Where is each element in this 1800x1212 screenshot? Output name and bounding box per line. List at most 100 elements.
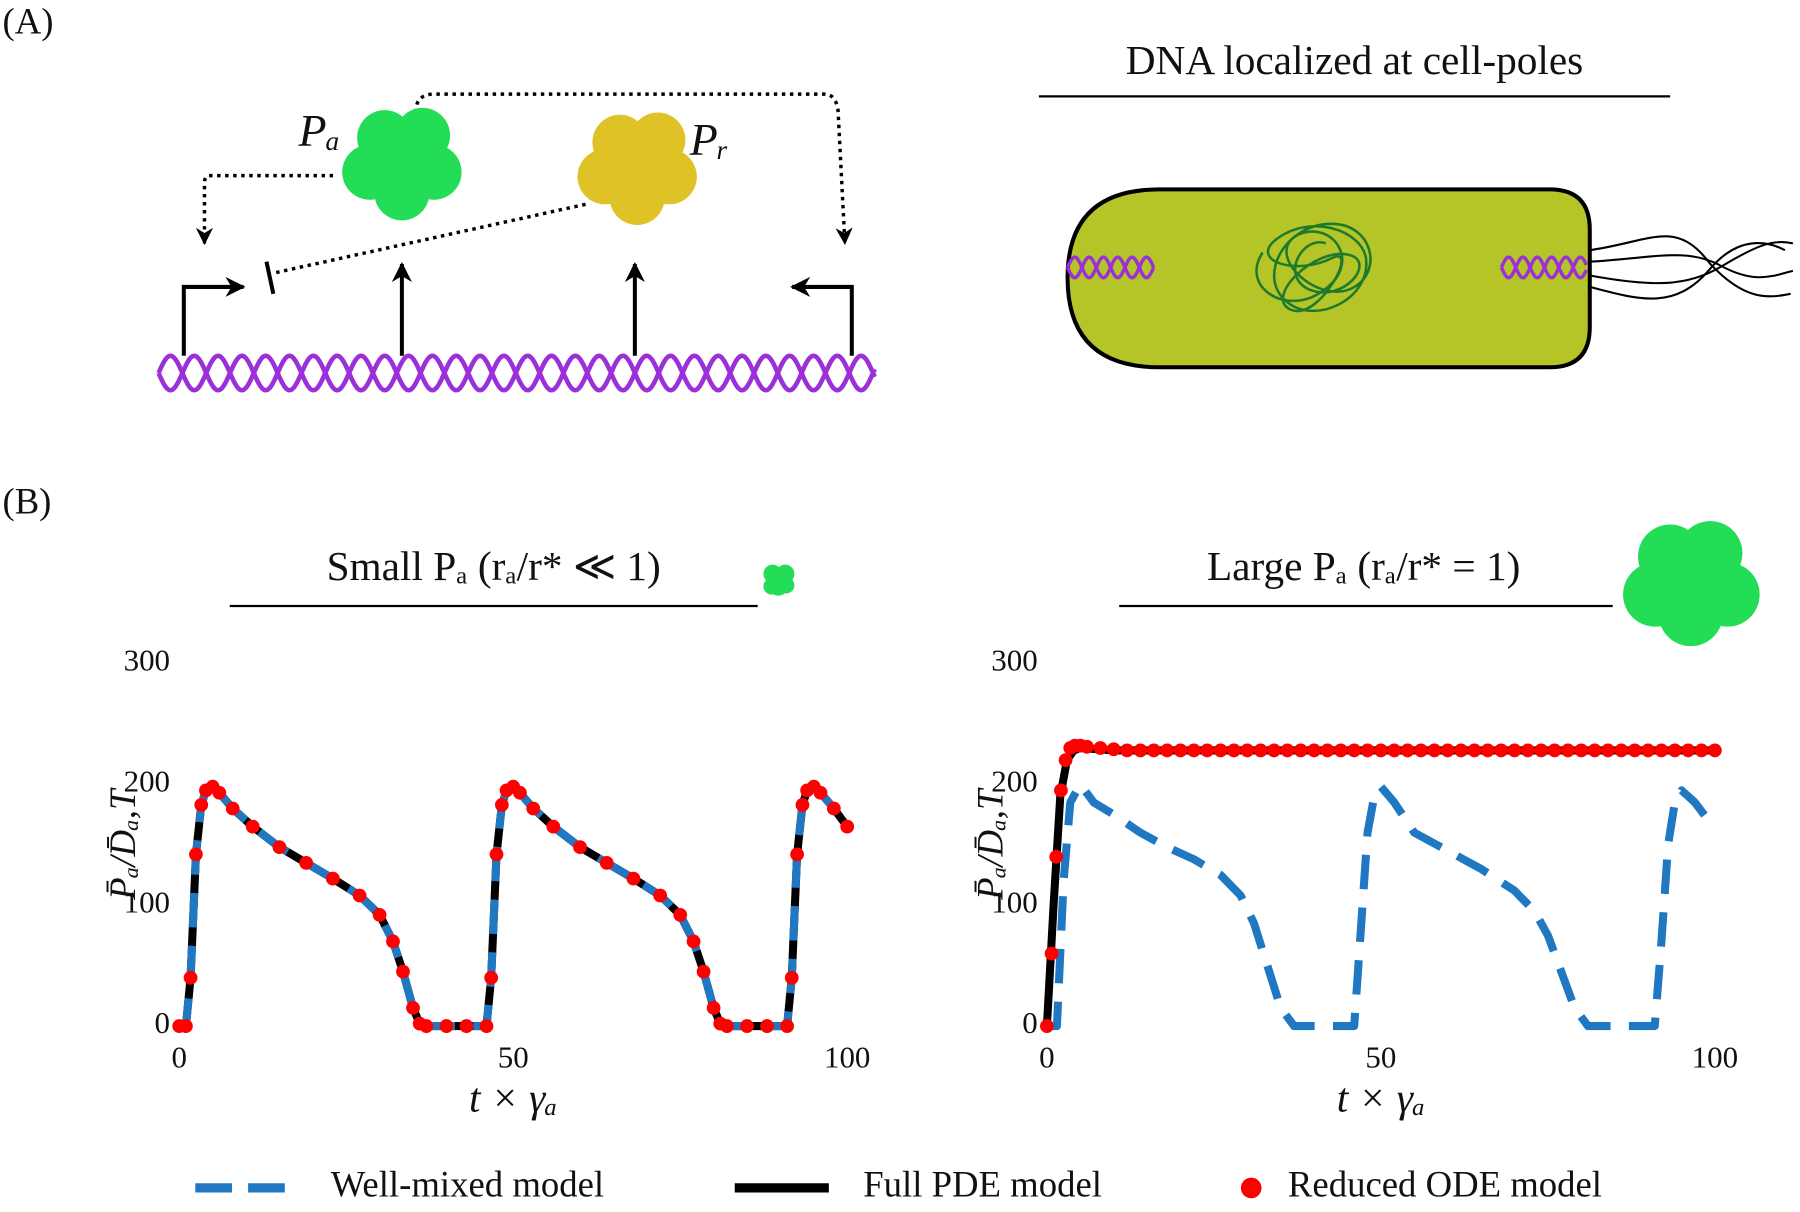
- data-point: [1333, 743, 1348, 758]
- data-point: [325, 871, 340, 886]
- y-tick-label: 200: [991, 763, 1037, 798]
- data-point: [1587, 743, 1602, 758]
- data-point: [1387, 743, 1402, 758]
- legend: Well-mixed model Full PDE model Reduced OD…: [195, 1163, 1602, 1204]
- data-point: [740, 1019, 754, 1033]
- y-axis-label: P̄ₐ/D̄ₐ,T: [970, 787, 1011, 901]
- data-point: [1200, 743, 1215, 758]
- data-point: [1320, 743, 1335, 758]
- data-point: [1427, 743, 1442, 758]
- data-point: [1507, 743, 1522, 758]
- data-point: [1561, 743, 1575, 758]
- data-point: [1467, 743, 1482, 758]
- data-point: [546, 819, 561, 834]
- data-point: [1534, 743, 1549, 758]
- data-point: [1133, 743, 1148, 758]
- y-tick-label: 100: [124, 884, 170, 919]
- data-point: [1093, 741, 1108, 755]
- panel-label: (A): [2, 1, 53, 42]
- activation-arrow: [413, 92, 853, 246]
- y-tick-label: 0: [1022, 1005, 1037, 1040]
- data-point: [720, 1019, 734, 1033]
- data-point: [1186, 743, 1201, 758]
- x-tick-label: 0: [171, 1040, 186, 1075]
- data-point: [1440, 743, 1455, 758]
- data-point: [386, 934, 400, 949]
- line-chart: Large Pₐ (rₐ/r* = 1) 0 100 200 300 0 50 100 t × …: [970, 543, 1739, 1120]
- data-point: [189, 847, 203, 862]
- data-point: [1641, 743, 1655, 758]
- large-protein: [1623, 521, 1760, 647]
- data-point: [1414, 743, 1428, 758]
- data-point: [1267, 743, 1281, 758]
- nucleoid: [1255, 222, 1372, 313]
- data-point: [372, 907, 387, 922]
- dna-helix: [156, 353, 877, 393]
- y-tick-label: 0: [155, 1005, 170, 1040]
- promoter-arrows: [181, 261, 854, 356]
- data-point: [1227, 743, 1241, 758]
- y-tick-label: 300: [991, 642, 1037, 677]
- activator-label: Pₐ: [298, 105, 340, 156]
- data-point: [1049, 849, 1064, 864]
- data-point: [484, 970, 499, 985]
- series-line: [179, 782, 851, 1031]
- data-point: [795, 797, 810, 812]
- data-point: [212, 785, 227, 800]
- data-point: [1494, 743, 1509, 758]
- data-point: [1601, 743, 1615, 758]
- data-point: [653, 888, 668, 903]
- chart-title: Large Pₐ (rₐ/r* = 1): [1207, 543, 1520, 590]
- activator-protein: [342, 107, 462, 221]
- helix-strand: [1065, 255, 1156, 280]
- data-point: [245, 819, 260, 834]
- data-point: [1614, 743, 1629, 758]
- line-chart: Small Pₐ (rₐ/r* ≪ 1) 0 100 200 300 0 50 100 t × …: [102, 543, 871, 1120]
- data-point: [1307, 743, 1321, 758]
- legend-swatch: [1240, 1177, 1262, 1199]
- promoter-arrow: [790, 276, 854, 356]
- data-point: [459, 1019, 474, 1033]
- data-point: [706, 1001, 721, 1015]
- regulation: [195, 92, 853, 275]
- chart-title: Small Pₐ (rₐ/r* ≪ 1): [327, 543, 661, 590]
- data-point: [696, 964, 711, 979]
- data-point: [406, 1001, 420, 1015]
- legend-label: Full PDE model: [863, 1163, 1102, 1204]
- data-point: [1694, 743, 1709, 758]
- helix-strand: [156, 353, 877, 393]
- data-point: [1044, 946, 1059, 961]
- x-tick-label: 100: [824, 1040, 870, 1075]
- data-point: [272, 840, 287, 855]
- data-point: [513, 785, 527, 800]
- data-point: [1253, 743, 1268, 758]
- data-point: [686, 934, 701, 949]
- repressor-protein: [577, 112, 697, 225]
- cell: [1065, 187, 1592, 370]
- data-point: [489, 847, 504, 862]
- data-point: [439, 1019, 454, 1033]
- data-point: [1160, 743, 1175, 758]
- data-point: [1120, 743, 1134, 758]
- data-point: [1667, 743, 1682, 758]
- activation-arrow: [195, 173, 334, 246]
- legend-label: Well-mixed model: [331, 1163, 604, 1204]
- pole-dna: [1065, 255, 1588, 280]
- data-point: [194, 797, 209, 812]
- data-point: [1360, 743, 1375, 758]
- y-tick-label: 100: [991, 884, 1037, 919]
- x-tick-label: 50: [498, 1040, 529, 1075]
- charts: Small Pₐ (rₐ/r* ≪ 1) 0 100 200 300 0 50 100 t × …: [102, 543, 1738, 1204]
- data-point: [1654, 743, 1669, 758]
- data-point: [1627, 743, 1642, 758]
- data-point: [419, 1019, 434, 1033]
- promoter-arrow: [181, 276, 246, 356]
- data-point: [1400, 743, 1415, 758]
- legend-label: Reduced ODE model: [1288, 1163, 1602, 1204]
- data-point: [396, 964, 410, 979]
- series-line: [179, 782, 851, 1031]
- repressor-label: Pᵣ: [689, 114, 729, 165]
